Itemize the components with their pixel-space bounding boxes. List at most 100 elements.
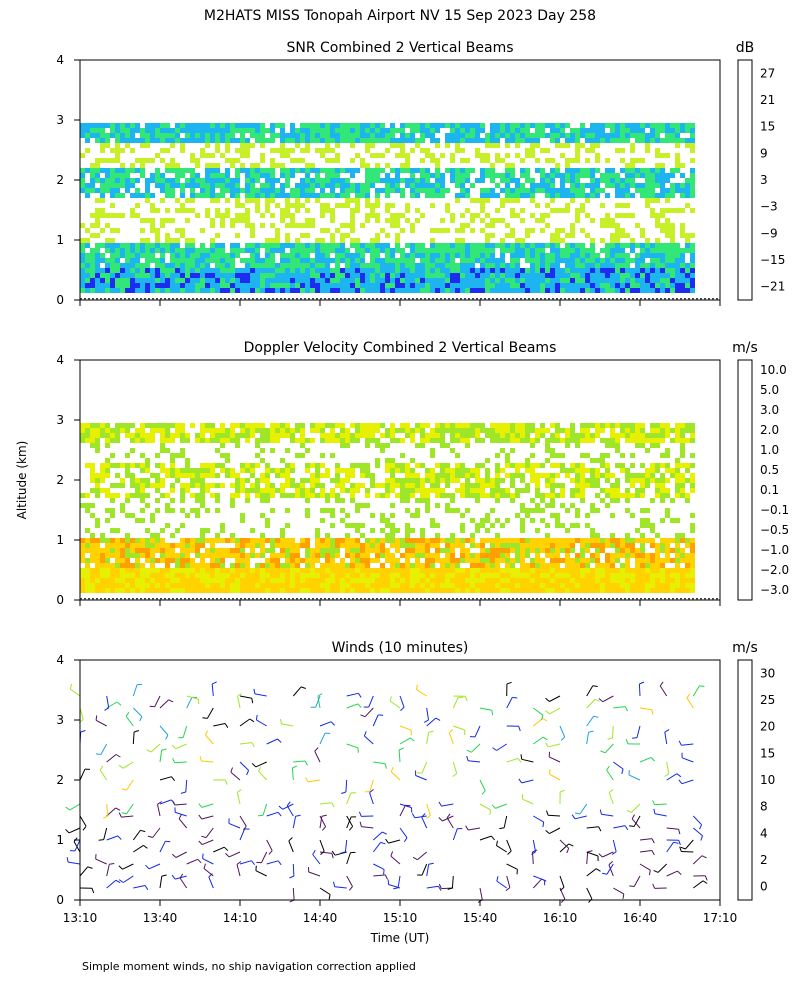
data-cell (490, 508, 495, 513)
data-cell (90, 468, 95, 473)
data-cell (520, 588, 525, 593)
data-cell (110, 253, 115, 258)
data-cell (350, 263, 355, 268)
data-cell (190, 158, 195, 163)
data-cell (545, 553, 550, 558)
data-cell (175, 183, 180, 188)
data-cell (510, 438, 515, 443)
data-cell (110, 203, 115, 208)
data-cell (235, 553, 240, 558)
data-cell (320, 508, 325, 513)
data-cell (210, 133, 215, 138)
data-cell (210, 423, 215, 428)
data-cell (490, 223, 495, 228)
data-cell (235, 543, 240, 548)
data-cell (555, 173, 560, 178)
data-cell (330, 218, 335, 223)
data-cell (185, 558, 190, 563)
data-cell (415, 443, 420, 448)
data-cell (115, 253, 120, 258)
data-cell (215, 473, 220, 478)
data-cell (480, 583, 485, 588)
data-cell (690, 183, 695, 188)
data-cell (520, 138, 525, 143)
data-cell (365, 148, 370, 153)
data-cell (280, 583, 285, 588)
data-cell (600, 188, 605, 193)
data-cell (275, 438, 280, 443)
data-cell (285, 543, 290, 548)
data-cell (335, 543, 340, 548)
data-cell (305, 588, 310, 593)
data-cell (325, 583, 330, 588)
data-cell (240, 283, 245, 288)
data-cell (100, 178, 105, 183)
data-cell (370, 123, 375, 128)
data-cell (495, 533, 500, 538)
data-cell (370, 438, 375, 443)
data-cell (115, 568, 120, 573)
data-cell (350, 423, 355, 428)
data-cell (285, 178, 290, 183)
data-cell (400, 143, 405, 148)
data-cell (340, 273, 345, 278)
data-cell (430, 558, 435, 563)
data-cell (480, 488, 485, 493)
data-cell (400, 168, 405, 173)
data-cell (635, 123, 640, 128)
data-cell (395, 288, 400, 293)
data-cell (505, 433, 510, 438)
data-cell (335, 478, 340, 483)
data-cell (550, 128, 555, 133)
data-cell (240, 163, 245, 168)
data-cell (460, 168, 465, 173)
data-cell (375, 133, 380, 138)
data-cell (520, 558, 525, 563)
data-cell (585, 583, 590, 588)
data-cell (460, 258, 465, 263)
data-cell (575, 488, 580, 493)
data-cell (480, 208, 485, 213)
data-cell (585, 268, 590, 273)
data-cell (640, 183, 645, 188)
data-cell (375, 458, 380, 463)
data-cell (475, 528, 480, 533)
data-cell (615, 233, 620, 238)
data-cell (465, 173, 470, 178)
data-cell (335, 578, 340, 583)
data-cell (180, 588, 185, 593)
data-cell (225, 538, 230, 543)
data-cell (400, 288, 405, 293)
data-cell (425, 268, 430, 273)
data-cell (295, 128, 300, 133)
data-cell (365, 428, 370, 433)
data-cell (185, 548, 190, 553)
data-cell (475, 498, 480, 503)
data-cell (520, 503, 525, 508)
data-cell (310, 283, 315, 288)
data-cell (640, 138, 645, 143)
data-cell (150, 473, 155, 478)
data-cell (485, 458, 490, 463)
data-cell (125, 553, 130, 558)
data-cell (550, 478, 555, 483)
data-cell (95, 448, 100, 453)
data-cell (100, 123, 105, 128)
data-cell (155, 238, 160, 243)
data-cell (645, 148, 650, 153)
data-cell (460, 573, 465, 578)
data-cell (470, 288, 475, 293)
data-cell (145, 193, 150, 198)
data-cell (155, 258, 160, 263)
data-cell (185, 248, 190, 253)
data-cell (105, 443, 110, 448)
data-cell (270, 588, 275, 593)
data-cell (255, 428, 260, 433)
data-cell (340, 433, 345, 438)
data-cell (260, 563, 265, 568)
data-cell (320, 183, 325, 188)
data-cell (610, 278, 615, 283)
data-cell (515, 213, 520, 218)
data-cell (290, 173, 295, 178)
data-cell (485, 563, 490, 568)
